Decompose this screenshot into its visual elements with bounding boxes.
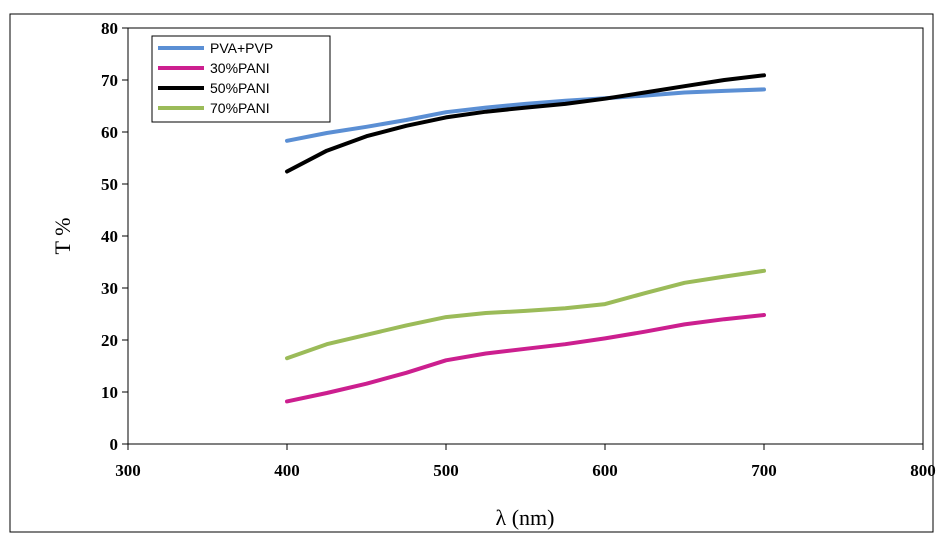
series-line-50-pani [285, 73, 766, 174]
x-axis-label: λ (nm) [496, 505, 555, 530]
series-line-pva-pvp [285, 87, 766, 143]
y-tick-label: 70 [101, 71, 118, 90]
legend: PVA+PVP 30%PANI 50%PANI 70%PANI [151, 35, 331, 123]
y-tick-label: 50 [101, 175, 118, 194]
series-line-30-pani [285, 313, 766, 404]
y-tick-label: 0 [110, 435, 119, 454]
y-tick-label: 30 [101, 279, 118, 298]
y-axis-ticks: 0 10 20 30 40 50 60 70 80 [101, 19, 128, 454]
chart-outer-frame [9, 13, 934, 533]
x-tick-label: 700 [751, 461, 777, 480]
series-layer [285, 73, 766, 404]
x-tick-label: 300 [115, 461, 141, 480]
y-tick-label: 60 [101, 123, 118, 142]
legend-entry: PVA+PVP [210, 40, 273, 56]
x-tick-label: 400 [274, 461, 300, 480]
y-tick-label: 80 [101, 19, 118, 38]
legend-entry: 50%PANI [210, 80, 270, 96]
x-tick-label: 500 [433, 461, 459, 480]
legend-entry: 30%PANI [210, 60, 270, 76]
y-axis-label: T % [50, 218, 75, 255]
y-tick-label: 40 [101, 227, 118, 246]
x-tick-label: 600 [592, 461, 618, 480]
y-tick-label: 10 [101, 383, 118, 402]
x-tick-label: 800 [910, 461, 936, 480]
legend-entry: 70%PANI [210, 100, 270, 116]
series-line-70-pani [285, 268, 766, 361]
x-axis-ticks: 300 400 500 600 700 800 [115, 444, 936, 480]
y-tick-label: 20 [101, 331, 118, 350]
